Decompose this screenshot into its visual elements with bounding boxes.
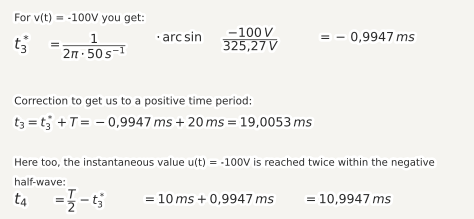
- Text: $= \dfrac{T}{2} - t_3^*$: $= \dfrac{T}{2} - t_3^*$: [52, 187, 106, 213]
- Text: Correction to get us to a positive time period:: Correction to get us to a positive time …: [14, 96, 253, 106]
- Text: $t_3 = t_3^* + T = -0{,}9947\,ms + 20\,ms = 19{,}0053\,ms$: $t_3 = t_3^* + T = -0{,}9947\,ms + 20\,m…: [14, 113, 314, 133]
- Text: $\cdot\,\mathrm{arc\,sin}$: $\cdot\,\mathrm{arc\,sin}$: [156, 30, 203, 44]
- Text: $= 10{,}9947\,ms$: $= 10{,}9947\,ms$: [303, 192, 393, 206]
- Text: For v(t) = -100V you get:: For v(t) = -100V you get:: [14, 13, 144, 23]
- Text: Here too, the instantaneous value u(t) = -100V is reached twice within the negat: Here too, the instantaneous value u(t) =…: [14, 158, 434, 168]
- Text: half-wave:: half-wave:: [14, 177, 66, 187]
- Text: $t_4$: $t_4$: [14, 190, 28, 209]
- Text: $\dfrac{-100\,V}{325{,}27\,V}$: $\dfrac{-100\,V}{325{,}27\,V}$: [223, 26, 280, 53]
- Text: $t_3^*$: $t_3^*$: [14, 32, 30, 55]
- Text: $= -\,0{,}9947\,ms$: $= -\,0{,}9947\,ms$: [318, 30, 417, 44]
- Text: $= \dfrac{1}{2\pi\cdot 50\,s^{-1}}$: $= \dfrac{1}{2\pi\cdot 50\,s^{-1}}$: [47, 32, 128, 60]
- Text: $= 10\,ms + 0{,}9947\,ms$: $= 10\,ms + 0{,}9947\,ms$: [142, 192, 276, 206]
